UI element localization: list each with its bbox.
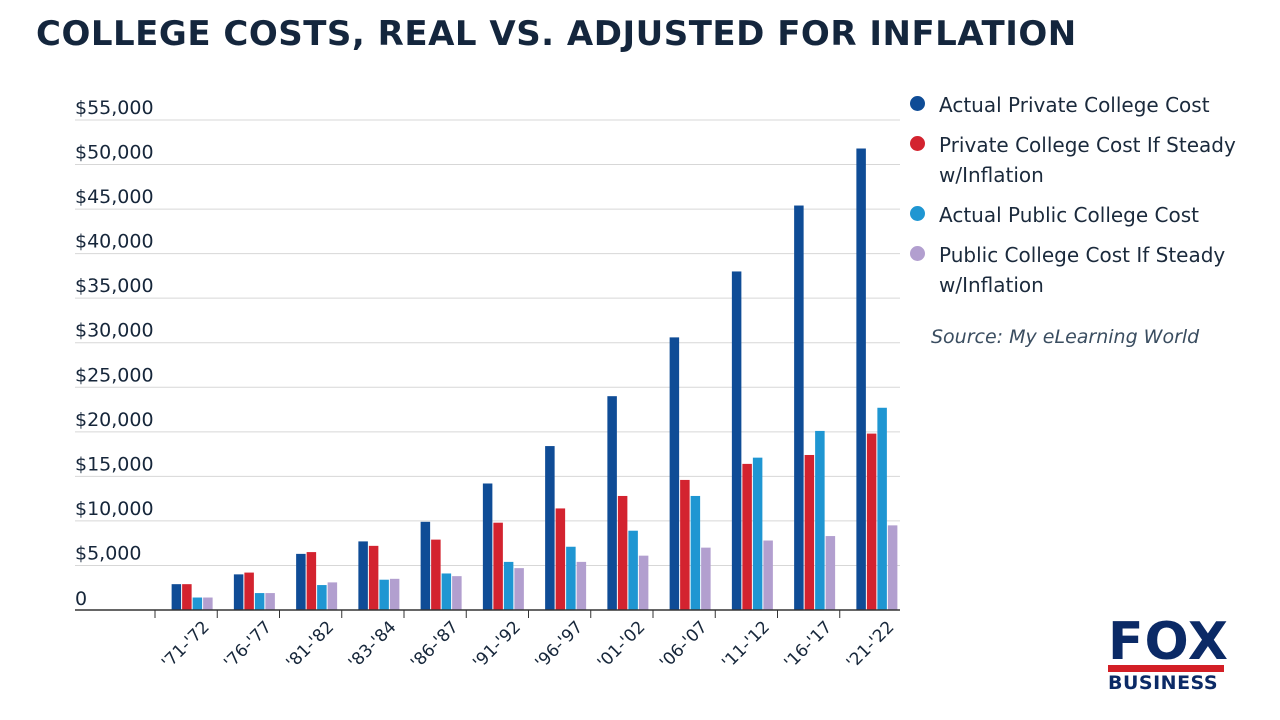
bar-1-5 — [420, 521, 431, 610]
x-tick-label: '83-'84 — [345, 617, 401, 673]
x-tick-label: '91-'92 — [469, 617, 525, 673]
legend-label: Private College Cost If Steady w/Inflati… — [939, 133, 1236, 187]
bar-2-4 — [368, 545, 379, 610]
y-tick-label: $45,000 — [75, 186, 154, 208]
bar-3-2 — [254, 593, 265, 610]
y-tick-label: $35,000 — [75, 275, 154, 297]
x-tick-label: '81-'82 — [282, 617, 338, 673]
legend-swatch — [910, 246, 925, 261]
x-tick-label: '16-'17 — [780, 617, 836, 673]
bar-4-12 — [887, 525, 898, 610]
legend-swatch — [910, 96, 925, 111]
bar-3-1 — [192, 597, 203, 610]
y-tick-label: $20,000 — [75, 409, 154, 431]
y-tick-label: $5,000 — [75, 542, 141, 564]
legend-label: Actual Private College Cost — [939, 93, 1210, 117]
bar-2-8 — [617, 495, 628, 610]
logo-fox-text: FOX — [1108, 612, 1229, 672]
legend-item: Actual Private College Cost — [910, 90, 1270, 120]
legend-item: Public College Cost If Steady w/Inflatio… — [910, 240, 1270, 300]
bar-4-6 — [514, 568, 524, 610]
bar-chart: 0 $5,000 $10,000 $15,000 $20,000 $25,000 $30,0… — [75, 97, 900, 673]
bar-3-4 — [379, 579, 389, 610]
legend: Actual Private College Cost Private Colle… — [910, 90, 1270, 310]
legend-swatch — [910, 136, 925, 151]
bar-2-1 — [182, 584, 192, 610]
bar-1-6 — [482, 483, 493, 610]
bar-3-8 — [628, 530, 638, 610]
bar-3-11 — [815, 430, 825, 610]
x-tick-label: '11-'12 — [718, 617, 774, 673]
bar-4-11 — [825, 536, 836, 610]
bar-1-7 — [545, 446, 555, 610]
bar-4-10 — [763, 540, 773, 610]
bar-2-3 — [306, 552, 317, 610]
bar-2-12 — [866, 433, 877, 610]
x-tick-label: '71-'72 — [158, 617, 214, 673]
bar-4-5 — [452, 576, 462, 610]
bars — [171, 148, 898, 610]
x-tick-label: '86-'87 — [407, 617, 463, 673]
legend-label: Public College Cost If Steady w/Inflatio… — [939, 243, 1226, 297]
logo-red-bar — [1108, 665, 1224, 672]
y-tick-label: $55,000 — [75, 97, 154, 119]
bar-4-9 — [701, 547, 711, 610]
bar-3-5 — [441, 573, 452, 610]
bar-2-11 — [804, 454, 815, 610]
bar-2-6 — [493, 522, 503, 610]
y-tick-label: $40,000 — [75, 231, 154, 253]
bar-4-7 — [576, 561, 587, 610]
bar-2-10 — [742, 463, 752, 610]
bar-1-4 — [358, 541, 368, 610]
y-tick-label: $50,000 — [75, 142, 154, 164]
logo-business-text: BUSINESS — [1108, 672, 1219, 694]
x-tick-label: '96-'97 — [531, 617, 587, 673]
bar-1-11 — [794, 205, 804, 610]
y-axis-ticks: 0 $5,000 $10,000 $15,000 $20,000 $25,000 $30,0… — [75, 97, 154, 610]
bar-2-5 — [431, 539, 441, 610]
bar-1-8 — [607, 396, 617, 610]
y-tick-label: $25,000 — [75, 364, 154, 386]
bar-4-2 — [265, 593, 275, 610]
bar-4-8 — [638, 555, 649, 610]
x-tick-label: '76-'77 — [220, 617, 276, 673]
bar-3-7 — [566, 546, 576, 610]
bar-1-2 — [233, 574, 244, 610]
bar-3-3 — [317, 585, 327, 610]
fox-business-logo: FOX BUSINESS — [1108, 612, 1260, 694]
bar-1-3 — [296, 553, 306, 610]
bar-2-7 — [555, 508, 566, 610]
y-tick-label: 0 — [75, 588, 87, 610]
x-tick-label: '01-'02 — [594, 617, 650, 673]
bar-3-9 — [690, 495, 701, 610]
x-tick-label: '06-'07 — [656, 617, 712, 673]
bar-4-1 — [203, 597, 213, 610]
bar-3-12 — [877, 407, 887, 610]
legend-label: Actual Public College Cost — [939, 203, 1199, 227]
bar-1-9 — [669, 337, 680, 610]
bar-2-2 — [244, 572, 254, 610]
y-tick-label: $10,000 — [75, 498, 154, 520]
bar-3-6 — [503, 561, 514, 610]
bar-4-3 — [327, 582, 338, 610]
legend-item: Actual Public College Cost — [910, 200, 1270, 230]
bar-1-1 — [171, 584, 182, 610]
y-tick-label: $15,000 — [75, 453, 154, 475]
legend-item: Private College Cost If Steady w/Inflati… — [910, 130, 1270, 190]
bar-4-4 — [389, 578, 400, 610]
x-tick-label: '21-'22 — [843, 617, 899, 673]
y-tick-label: $30,000 — [75, 320, 154, 342]
x-axis-ticks: '71-'72'76-'77'81-'82'83-'84'86-'87'91-'… — [154, 610, 899, 673]
bar-1-12 — [856, 148, 866, 610]
bar-3-10 — [752, 457, 763, 610]
chart-title: COLLEGE COSTS, REAL VS. ADJUSTED FOR INF… — [36, 14, 1077, 54]
legend-swatch — [910, 206, 925, 221]
source-note: Source: My eLearning World — [931, 326, 1200, 348]
bar-2-9 — [680, 479, 690, 610]
bar-1-10 — [731, 271, 742, 610]
